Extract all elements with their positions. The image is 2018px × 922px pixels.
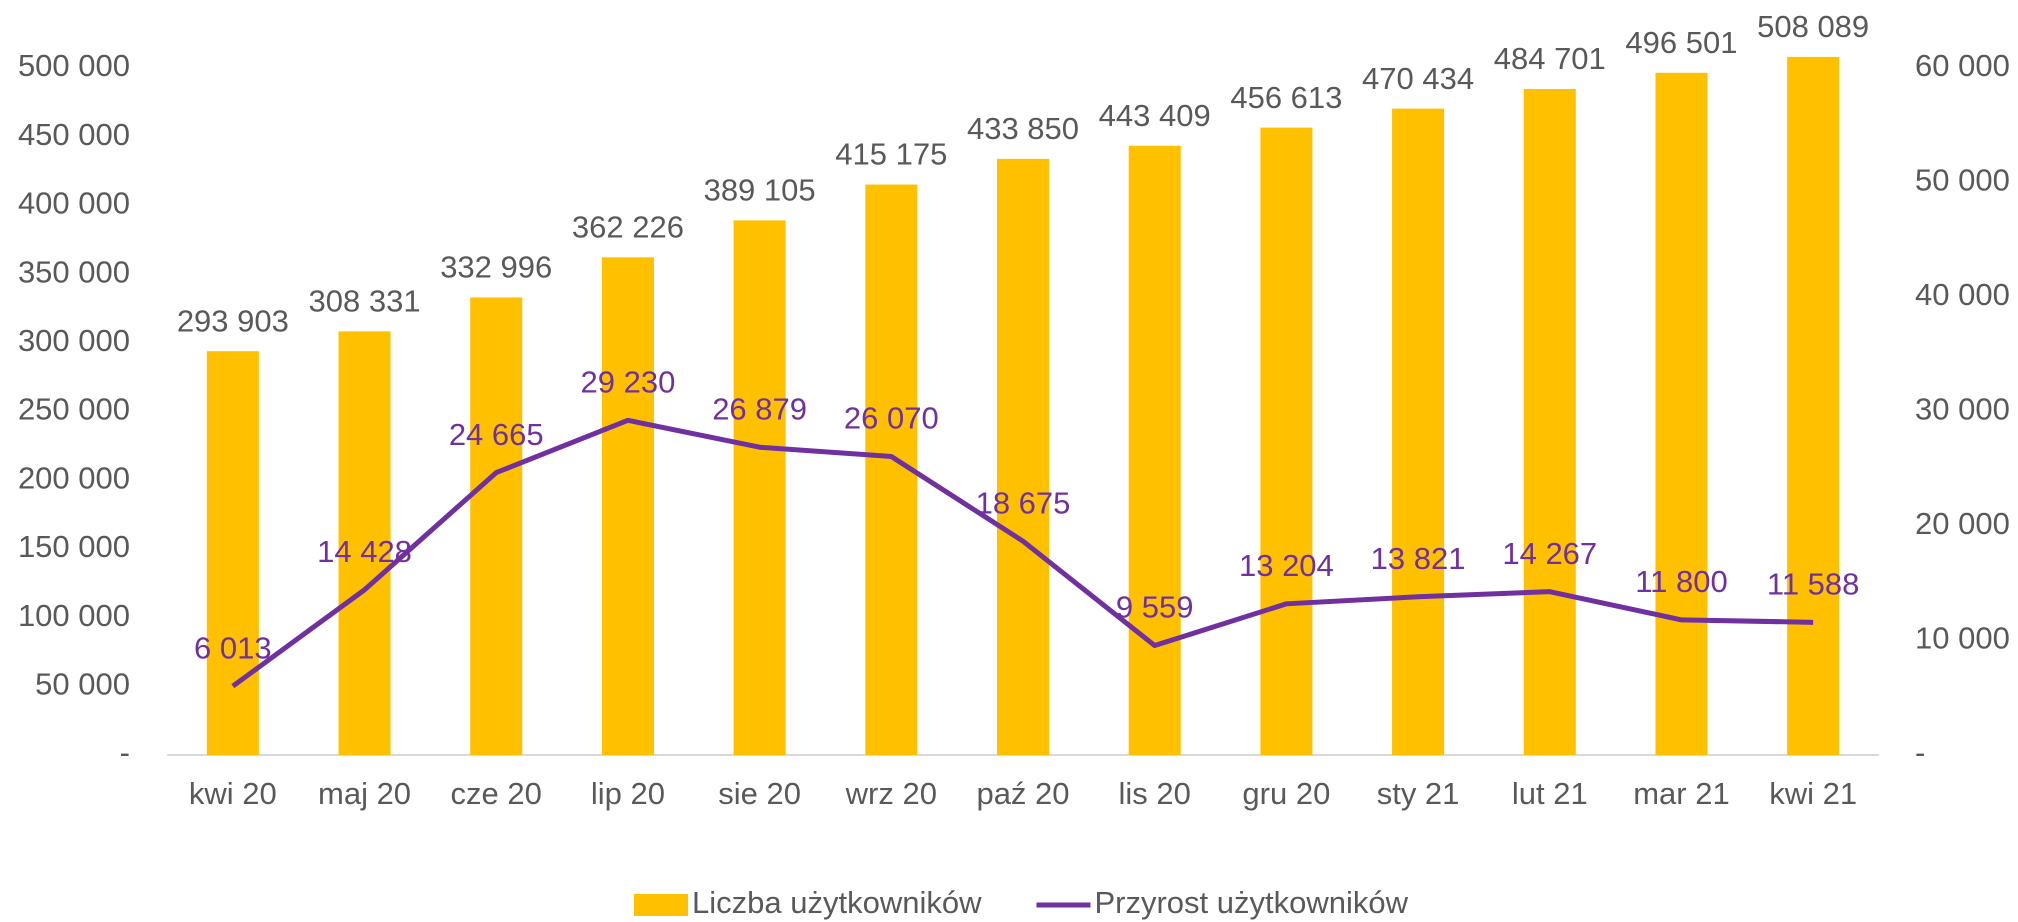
x-tick-label: lis 20: [1119, 776, 1191, 811]
y-tick-label: 250 000: [18, 392, 130, 427]
line-value-label: 13 204: [1239, 548, 1334, 583]
line-value-label: 14 267: [1502, 536, 1597, 571]
y2-tick-label: 10 000: [1915, 621, 2010, 656]
line-value-label: 26 879: [712, 391, 807, 426]
x-tick-label: cze 20: [451, 776, 542, 811]
x-tick-label: wrz 20: [845, 776, 937, 811]
line-value-label: 14 428: [317, 534, 412, 569]
y2-tick-label: 20 000: [1915, 506, 2010, 541]
bar: [1655, 72, 1708, 756]
x-tick-label: sie 20: [718, 776, 801, 811]
x-tick-label: sty 21: [1377, 776, 1460, 811]
legend-swatch: [634, 894, 688, 916]
y2-tick-label: -: [1915, 735, 1925, 770]
y-tick-label: 400 000: [18, 186, 130, 221]
bar: [997, 158, 1049, 755]
x-tick-label: lip 20: [591, 776, 665, 811]
bar: [601, 257, 654, 755]
bar-value-label: 443 409: [1099, 98, 1211, 133]
bar-value-label: 362 226: [572, 209, 684, 244]
y-tick-label: 300 000: [18, 323, 130, 358]
line-value-label: 24 665: [449, 417, 544, 452]
bar-value-label: 415 175: [835, 137, 947, 172]
line: [231, 417, 1814, 689]
bar: [1523, 89, 1576, 756]
x-tick-label: mar 21: [1633, 776, 1729, 811]
line-value-label: 11 588: [1767, 567, 1860, 602]
x-tick-label: kwi 20: [189, 776, 277, 811]
y2-tick-label: 40 000: [1915, 277, 2010, 312]
bar-value-label: 470 434: [1362, 61, 1474, 96]
y-tick-label: 50 000: [35, 666, 130, 701]
bar: [1392, 108, 1445, 756]
bar-value-label: 293 903: [177, 303, 289, 338]
y-tick-label: 500 000: [18, 48, 130, 83]
x-tick-label: maj 20: [318, 776, 411, 811]
y2-tick-label: 50 000: [1915, 163, 2010, 198]
x-tick-label: kwi 21: [1769, 776, 1857, 811]
y2-tick-label: 30 000: [1915, 392, 2010, 427]
y2-tick-label: 60 000: [1915, 48, 2010, 83]
bar-value-label: 332 996: [440, 250, 552, 285]
bar-value-label: 484 701: [1494, 41, 1606, 76]
bar-value-label: 389 105: [704, 173, 816, 208]
bar-value-label: 456 613: [1230, 80, 1342, 115]
legend-label: Przyrost użytkowników: [1094, 885, 1408, 920]
bar: [1128, 145, 1181, 755]
bar: [1787, 56, 1840, 755]
line-value-label: 6 013: [194, 630, 272, 665]
legend-label: Liczba użytkowników: [692, 885, 982, 920]
x-tick-label: paź 20: [976, 776, 1069, 811]
bar-value-label: 496 501: [1625, 25, 1737, 60]
y-tick-label: 350 000: [18, 254, 130, 289]
bar: [338, 331, 391, 755]
line-value-label: 13 821: [1371, 541, 1466, 576]
bar-value-label: 433 850: [967, 111, 1079, 146]
bar: [470, 297, 523, 755]
bar: [206, 351, 259, 755]
y-tick-label: 450 000: [18, 117, 130, 152]
bar-value-label: 508 089: [1757, 9, 1869, 44]
line-value-label: 29 230: [581, 365, 676, 400]
line-value-label: 26 070: [844, 401, 939, 436]
y-tick-label: 150 000: [18, 529, 130, 564]
y-tick-label: -: [120, 735, 130, 770]
x-tick-label: gru 20: [1242, 776, 1330, 811]
bar-value-label: 308 331: [309, 284, 421, 319]
line-value-label: 11 800: [1635, 564, 1728, 599]
y-tick-label: 100 000: [18, 598, 130, 633]
line-value-label: 9 559: [1116, 590, 1194, 625]
y-tick-label: 200 000: [18, 460, 130, 495]
line-value-label: 18 675: [976, 485, 1071, 520]
bar: [1260, 127, 1313, 755]
x-tick-label: lut 21: [1512, 776, 1588, 811]
bar: [733, 220, 786, 755]
